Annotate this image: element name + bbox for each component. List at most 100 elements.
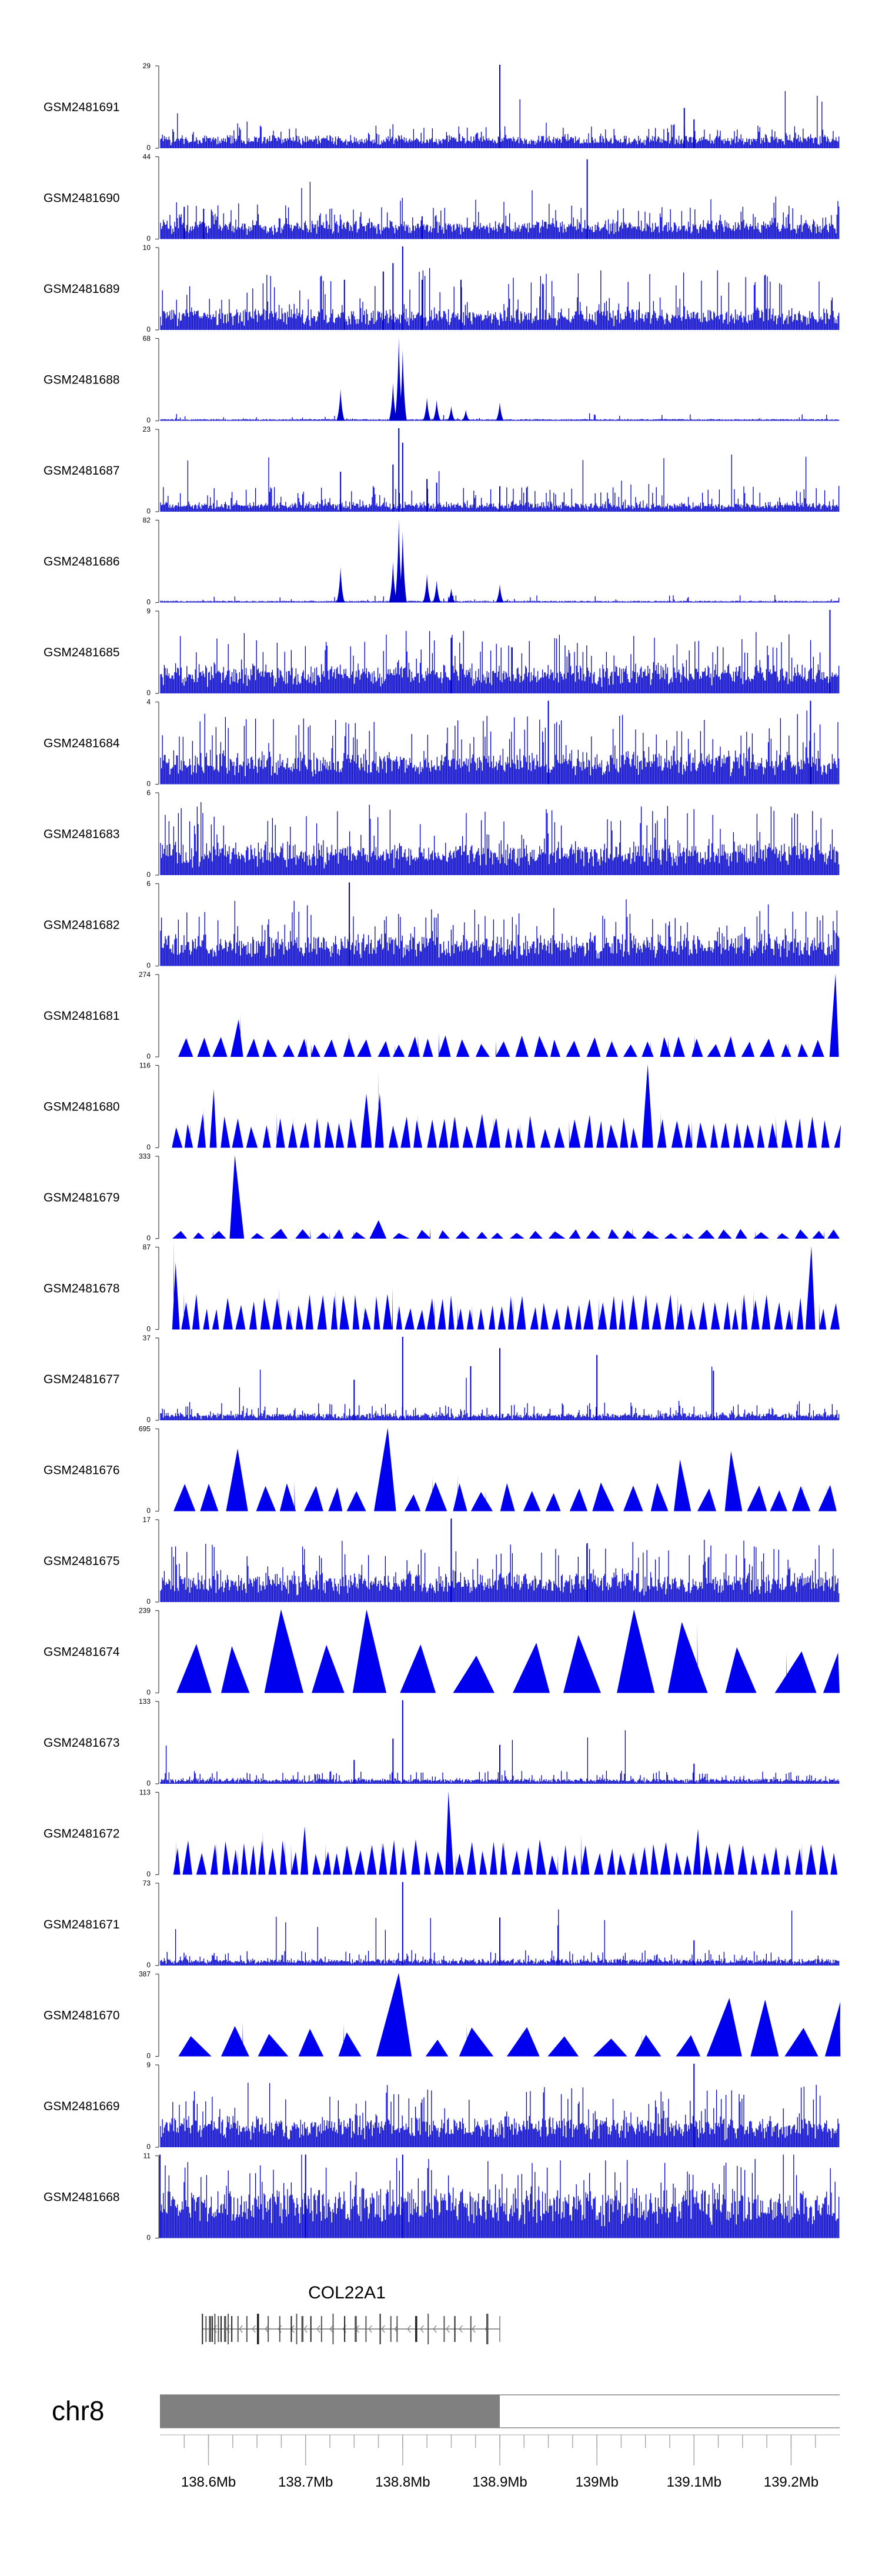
signal-area bbox=[173, 1791, 838, 1875]
track-label: GSM2481678 bbox=[44, 1282, 120, 1296]
exon-3 bbox=[211, 2316, 213, 2342]
exon-11 bbox=[246, 2316, 248, 2342]
track-label: GSM2481681 bbox=[44, 1009, 120, 1023]
track-GSM2481681: GSM2481681 274 0 bbox=[44, 970, 839, 1060]
track-label: GSM2481680 bbox=[44, 1100, 120, 1114]
track-GSM2481686: GSM2481686 82 0 bbox=[44, 516, 840, 606]
signal-area bbox=[178, 973, 839, 1057]
strand-arrow bbox=[329, 2325, 333, 2333]
signal-area bbox=[178, 1973, 841, 2057]
peak-3 bbox=[398, 349, 407, 421]
y-max-label: 82 bbox=[143, 516, 151, 525]
signal-bars bbox=[160, 268, 840, 330]
strand-arrow bbox=[239, 2325, 243, 2333]
track-GSM2481691: GSM2481691 29 0 bbox=[44, 62, 840, 152]
y-min-label: 0 bbox=[146, 507, 151, 515]
track-GSM2481684: GSM2481684 4 0 bbox=[44, 698, 840, 788]
strand-arrow bbox=[472, 2325, 476, 2333]
track-label: GSM2481669 bbox=[44, 2100, 120, 2113]
y-max-label: 17 bbox=[143, 1516, 151, 1524]
exon-17 bbox=[301, 2316, 304, 2342]
y-max-label: 9 bbox=[146, 607, 151, 615]
y-min-label: 0 bbox=[146, 1597, 151, 1606]
signal-bars bbox=[160, 413, 840, 421]
peak-0 bbox=[336, 566, 345, 603]
track-label: GSM2481673 bbox=[44, 1736, 120, 1750]
signal-bars bbox=[160, 454, 840, 512]
y-max-label: 333 bbox=[139, 1152, 151, 1160]
y-min-label: 0 bbox=[146, 325, 151, 333]
y-max-label: 133 bbox=[139, 1697, 151, 1706]
exon-16 bbox=[296, 2314, 298, 2344]
y-max-label: 73 bbox=[143, 1879, 151, 1887]
exon-5 bbox=[218, 2316, 219, 2342]
chromosome-ideogram: chr8 bbox=[52, 2394, 840, 2428]
y-min-label: 0 bbox=[146, 1870, 151, 1878]
y-min-label: 0 bbox=[146, 1234, 151, 1242]
exon-7 bbox=[224, 2316, 226, 2342]
track-GSM2481685: GSM2481685 9 0 bbox=[44, 607, 840, 697]
y-min-label: 0 bbox=[146, 2143, 151, 2151]
y-min-label: 0 bbox=[146, 1416, 151, 1424]
y-max-label: 239 bbox=[139, 1607, 151, 1615]
peak-5 bbox=[432, 400, 441, 421]
y-min-label: 0 bbox=[146, 689, 151, 697]
exon-6 bbox=[220, 2316, 222, 2342]
signal-bars bbox=[160, 802, 840, 875]
strand-arrow bbox=[265, 2325, 269, 2333]
exon-23 bbox=[365, 2316, 367, 2342]
exon-18 bbox=[310, 2316, 312, 2342]
y-min-label: 0 bbox=[146, 1779, 151, 1787]
strand-arrow bbox=[252, 2325, 256, 2333]
track-label: GSM2481685 bbox=[44, 646, 120, 659]
track-GSM2481672: GSM2481672 113 0 bbox=[44, 1788, 838, 1878]
axis-tick-label: 139Mb bbox=[575, 2474, 618, 2490]
track-label: GSM2481670 bbox=[44, 2009, 120, 2023]
peak-4 bbox=[423, 397, 432, 421]
y-min-label: 0 bbox=[146, 1052, 151, 1060]
peak-0 bbox=[336, 389, 345, 421]
y-min-label: 0 bbox=[146, 1961, 151, 1969]
y-max-label: 387 bbox=[139, 1970, 151, 1978]
track-GSM2481682: GSM2481682 6 0 bbox=[44, 880, 840, 970]
y-max-label: 274 bbox=[139, 970, 151, 979]
genome-axis: 138.6Mb 138.7Mb 138.8Mb 138.9Mb 139Mb 139.1Mb… bbox=[160, 2434, 840, 2490]
exon-4 bbox=[214, 2314, 216, 2344]
track-GSM2481675: GSM2481675 17 0 bbox=[44, 1516, 840, 1606]
y-min-label: 0 bbox=[146, 1325, 151, 1333]
axis-tick-label: 138.7Mb bbox=[278, 2474, 333, 2490]
exon-10 bbox=[237, 2316, 239, 2342]
signal-bars bbox=[160, 2154, 840, 2238]
chromosome-label: chr8 bbox=[52, 2395, 104, 2426]
track-GSM2481668: GSM2481668 11 0 bbox=[44, 2152, 840, 2242]
exon-0 bbox=[202, 2314, 203, 2344]
strand-arrow bbox=[446, 2325, 450, 2333]
signal-bars bbox=[160, 91, 840, 148]
y-max-label: 695 bbox=[139, 1425, 151, 1433]
axis-tick-label: 138.6Mb bbox=[181, 2474, 236, 2490]
signal-bars bbox=[160, 899, 840, 966]
signal-bars bbox=[160, 710, 840, 785]
signal-bars bbox=[160, 1540, 840, 1602]
exon-12 bbox=[257, 2314, 259, 2344]
track-GSM2481690: GSM2481690 44 0 bbox=[44, 153, 840, 243]
strand-arrow bbox=[368, 2325, 372, 2333]
y-min-label: 0 bbox=[146, 144, 151, 152]
exon-20 bbox=[332, 2314, 334, 2344]
exon-8 bbox=[228, 2314, 229, 2344]
y-max-label: 6 bbox=[146, 880, 151, 888]
axis-tick-label: 139.2Mb bbox=[764, 2474, 818, 2490]
y-min-label: 0 bbox=[146, 2234, 151, 2242]
exon-19 bbox=[320, 2316, 322, 2342]
strand-arrow bbox=[407, 2325, 411, 2333]
exon-28 bbox=[427, 2314, 429, 2344]
track-label: GSM2481687 bbox=[44, 464, 120, 478]
peak-4 bbox=[423, 574, 432, 603]
y-max-label: 44 bbox=[143, 153, 151, 161]
signal-bars bbox=[160, 1366, 840, 1420]
track-label: GSM2481686 bbox=[44, 555, 120, 569]
y-min-label: 0 bbox=[146, 416, 151, 425]
exon-9 bbox=[231, 2316, 233, 2342]
axis-tick-label: 138.8Mb bbox=[375, 2474, 430, 2490]
y-max-label: 29 bbox=[143, 62, 151, 70]
